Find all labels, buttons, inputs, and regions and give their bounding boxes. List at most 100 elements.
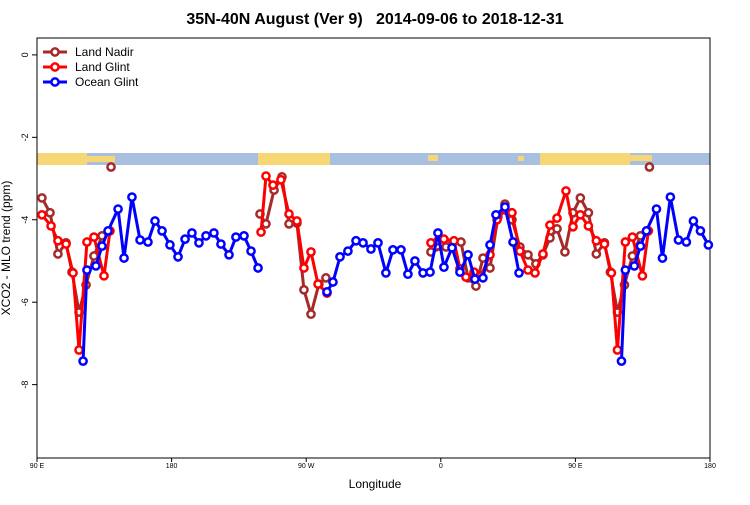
data-point	[583, 221, 594, 231]
data-point	[439, 262, 449, 273]
data-point	[599, 239, 610, 249]
land-band	[630, 155, 652, 161]
data-point	[256, 227, 266, 237]
data-point	[97, 241, 107, 251]
data-point	[113, 204, 123, 214]
x-tick-label: 90 W	[298, 463, 315, 470]
data-point	[620, 265, 631, 275]
data-point	[194, 237, 204, 248]
data-point	[268, 180, 278, 190]
data-point	[89, 232, 99, 242]
data-point	[292, 216, 302, 226]
x-axis-label: Longitude	[349, 477, 402, 491]
land-band	[258, 153, 330, 165]
data-point	[322, 287, 332, 297]
data-point	[500, 202, 510, 212]
y-axis-label: XCO2 - MLO trend (ppm)	[0, 181, 13, 316]
data-point	[485, 240, 495, 250]
y-tick-label: -4	[20, 216, 30, 224]
data-point	[201, 230, 211, 241]
data-point	[410, 256, 420, 266]
data-point	[157, 226, 167, 236]
data-point	[657, 253, 668, 263]
legend-label: Ocean Glint	[75, 75, 139, 89]
data-point	[620, 237, 631, 247]
data-point	[627, 232, 638, 242]
data-point	[209, 228, 219, 238]
data-point	[246, 246, 256, 256]
land-band	[540, 153, 630, 165]
data-point	[231, 232, 241, 242]
data-point	[552, 223, 562, 234]
legend-label: Land Glint	[75, 60, 130, 74]
data-point	[616, 356, 627, 366]
legend-marker	[50, 47, 60, 57]
data-point	[591, 235, 602, 246]
data-point	[45, 207, 55, 218]
data-point	[470, 274, 480, 284]
x-tick-label: 0	[439, 463, 443, 470]
y-tick-label: -6	[20, 298, 30, 306]
data-point	[703, 240, 714, 250]
x-tick-label: 90 E	[30, 463, 45, 470]
data-point	[545, 220, 555, 230]
land-band	[428, 155, 438, 161]
data-point	[591, 249, 602, 259]
data-point	[284, 209, 294, 219]
data-point	[261, 171, 271, 181]
data-point	[575, 209, 586, 220]
data-point	[180, 234, 190, 244]
data-point	[455, 267, 465, 277]
data-point	[568, 221, 578, 232]
data-point	[173, 252, 183, 262]
data-point	[306, 309, 316, 320]
data-point	[106, 162, 116, 172]
data-point	[629, 261, 640, 271]
data-point	[507, 207, 517, 218]
data-point	[239, 230, 249, 241]
data-point	[688, 216, 699, 226]
data-point	[187, 228, 197, 238]
data-point	[321, 273, 331, 283]
data-point	[665, 192, 676, 202]
data-point	[165, 240, 175, 250]
data-point	[299, 284, 309, 295]
data-point	[143, 237, 153, 247]
data-point	[381, 268, 391, 278]
data-point	[366, 244, 376, 254]
data-point	[523, 249, 533, 260]
y-tick-label: 0	[20, 52, 30, 57]
chart-title: 35N-40N August (Ver 9) 2014-09-06 to 201…	[186, 11, 563, 28]
y-tick-label: -2	[20, 133, 30, 141]
data-point	[681, 237, 692, 247]
data-point	[224, 249, 234, 260]
x-tick-label: 90 E	[568, 463, 583, 470]
x-tick-label: 180	[704, 463, 716, 470]
data-point	[561, 186, 571, 196]
data-point	[508, 237, 518, 247]
data-point	[612, 345, 623, 355]
data-point	[328, 277, 338, 287]
data-point	[78, 356, 88, 366]
data-point	[358, 237, 368, 248]
data-point	[61, 239, 71, 249]
data-point	[425, 267, 435, 277]
data-point	[299, 263, 309, 273]
data-point	[74, 345, 84, 355]
data-point	[127, 192, 137, 202]
data-point	[396, 245, 406, 255]
data-point	[343, 246, 353, 256]
land-band	[37, 153, 87, 165]
data-point	[644, 162, 655, 172]
x-tick-label: 180	[166, 463, 178, 470]
data-point	[150, 216, 160, 226]
data-point	[439, 234, 449, 244]
data-point	[583, 207, 594, 218]
data-point	[637, 270, 648, 281]
data-point	[538, 249, 548, 259]
legend-marker	[50, 62, 60, 72]
data-point	[135, 235, 145, 245]
data-point	[37, 193, 47, 203]
